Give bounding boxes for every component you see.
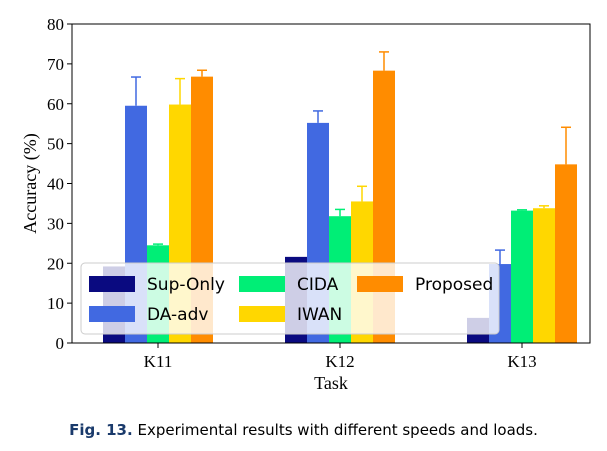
- bar: [533, 208, 555, 343]
- legend-swatch: [239, 306, 285, 322]
- legend-swatch: [89, 306, 135, 322]
- y-tick-label: 70: [47, 55, 64, 74]
- y-tick-label: 40: [47, 175, 64, 194]
- y-tick-label: 10: [47, 294, 64, 313]
- legend-label: Proposed: [415, 275, 493, 295]
- x-tick-label: K12: [325, 352, 354, 371]
- figure-caption: Fig. 13. Experimental results with diffe…: [0, 421, 607, 439]
- y-axis: 0 10 20 30 40 50 60 70 80: [47, 15, 72, 353]
- legend: Sup-Only DA-adv CIDA IWAN Proposed: [80, 262, 500, 335]
- y-tick-label: 0: [56, 334, 65, 353]
- legend-label: Sup-Only: [147, 275, 225, 295]
- legend-label: DA-adv: [147, 305, 208, 325]
- legend-swatch: [357, 276, 403, 292]
- x-tick-label: K11: [144, 352, 173, 371]
- legend-label: IWAN: [297, 305, 342, 325]
- x-axis: K11 K12 K13: [144, 343, 537, 371]
- y-axis-label: Accuracy (%): [20, 133, 41, 233]
- x-axis-label: Task: [314, 373, 348, 393]
- legend-swatch: [239, 276, 285, 292]
- legend-frame: [80, 262, 500, 335]
- y-tick-label: 50: [47, 135, 64, 154]
- y-tick-label: 30: [47, 214, 64, 233]
- error-bars-layer: [131, 51, 571, 265]
- y-tick-label: 60: [47, 95, 64, 114]
- figure-number: Fig. 13.: [69, 421, 133, 439]
- bar: [555, 164, 577, 343]
- x-tick-label: K13: [507, 352, 536, 371]
- legend-label: CIDA: [297, 275, 339, 295]
- legend-swatch: [89, 276, 135, 292]
- y-tick-label: 20: [47, 254, 64, 273]
- bar: [511, 210, 533, 343]
- bar-chart: 0 10 20 30 40 50 60 70 80 K11 K12 K13 Accuracy (%)…: [20, 15, 591, 393]
- y-tick-label: 80: [47, 15, 64, 34]
- caption-text: Experimental results with different spee…: [137, 421, 538, 439]
